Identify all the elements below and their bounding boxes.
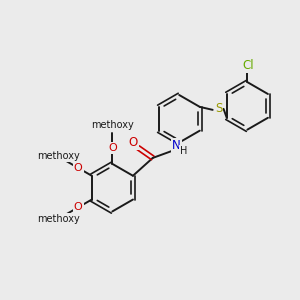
Text: H: H (181, 146, 188, 157)
Text: O: O (74, 202, 82, 212)
Text: Cl: Cl (242, 59, 254, 72)
Text: N: N (172, 139, 181, 152)
Text: S: S (215, 102, 222, 116)
Text: methoxy: methoxy (37, 152, 80, 161)
Text: O: O (129, 136, 138, 149)
Text: O: O (108, 143, 117, 153)
Text: methoxy: methoxy (91, 120, 134, 130)
Text: methoxy: methoxy (37, 214, 80, 224)
Text: O: O (74, 163, 82, 173)
